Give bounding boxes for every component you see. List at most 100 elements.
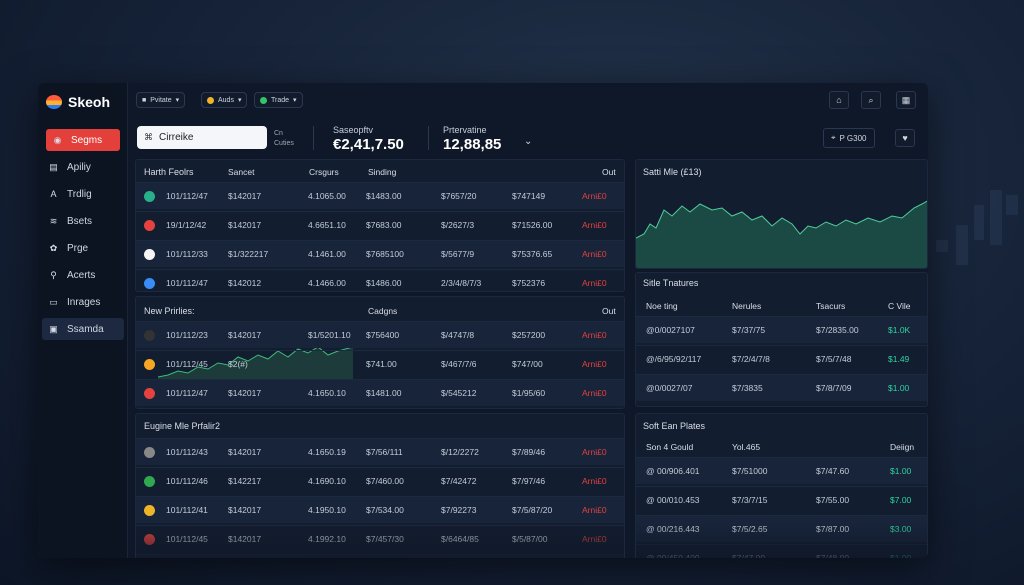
home-button[interactable]: ⌂ [829,91,849,109]
sidebar-item-2[interactable]: A Trdlig [42,183,124,205]
table-row[interactable]: @ 00/906.401 $7/51000 $7/47.60 $1.00 [636,457,927,484]
table-row[interactable]: @ 00/010.453 $7/3/7/15 $7/55.00 $7.00 [636,486,927,513]
sidebar-item-6[interactable]: ▭ Inrages [42,291,124,313]
coin-icon [144,220,155,231]
column-header: C Vile [888,301,911,311]
column-header: Crsgurs [309,167,339,177]
table-cell: $257200 [512,330,546,340]
table-cell: $142017 [228,220,262,230]
table-row[interactable]: @/6/95/92/117 $7/2/4/7/8 $7/5/7/48 $1.49 [636,345,927,372]
filter-pill-auds[interactable]: Auds ▾ [201,92,248,108]
table-row[interactable]: @ 00/216.443 $7/5/2.65 $7/87.00 $3.00 [636,515,927,542]
table-cell: Arni£0 [582,534,607,544]
table-row[interactable]: 101/112/33 $1/322217 4.1461.00 $7685100 $/56… [136,240,624,267]
sidebar-item-3[interactable]: ≋ Bsets [42,210,124,232]
table-row[interactable]: 101/112/47 $142012 4.1466.00 $1486.00 2/3/4/… [136,269,624,291]
table-cell: 4.1065.00 [308,191,346,201]
sidebar-item-7[interactable]: ▣ Ssamda [42,318,124,340]
soft-plates-panel: Soft Ean Plates Son 4 Gould Yol.465 Deii… [635,413,928,558]
table-row[interactable]: 101/112/45 $142017 4.1992.10 $7/457/30 $/646… [136,525,624,552]
search-button[interactable]: ⌕ [861,91,881,109]
app-name: Skeoh [68,94,111,110]
table-cell: @ 00/010.453 [646,495,700,505]
search-icon: ⌕ [868,94,874,105]
table-cell: $7/92273 [441,505,477,515]
filter-pill-private[interactable]: ■ Pvitate ▾ [136,92,186,108]
table-row[interactable]: 101/112/46 $142217 4.1690.10 $7/460.00 $7/42… [136,467,624,494]
coin-icon [144,359,155,370]
sidebar-item-label: Prge [67,242,89,254]
table-cell: Arni£0 [582,278,607,288]
table-row[interactable]: @ 00/450.400 $7/47.00 $7/48.00 $1.00 [636,544,927,558]
table-cell: $142217 [228,476,262,486]
sidebar-item-4[interactable]: ✿ Prge [42,237,124,259]
stat2-chevron-icon[interactable]: ⌄ [524,136,533,147]
table-row[interactable]: 19/1/12/42 $142017 4.6651.10 $7683.00 $/2627… [136,211,624,238]
sidebar-item-5[interactable]: ⚲ Acerts [42,264,124,286]
filter-pill-trade[interactable]: Trade ▾ [254,92,303,108]
table-row[interactable]: @0/0027/07 $7/3835 $7/8/7/09 $1.00 [636,374,927,401]
table-cell: 4.1690.10 [308,476,346,486]
table-cell: $71526.00 [512,220,553,230]
favorite-button[interactable]: ♥ [895,129,915,147]
area-chart [636,200,927,268]
table-cell: 19/1/12/42 [166,220,207,230]
table-cell: @0/0027107 [646,325,695,335]
table-row[interactable]: 101/112/47 $142017 4.1065.00 $1483.00 $7657/… [136,182,624,209]
panel-title: Sitle Tnatures [643,278,699,288]
assets-icon: ≋ [49,215,58,226]
table-cell: $1.00 [888,383,910,393]
column-header: Sancet [228,167,255,177]
table-cell: $142017 [228,447,262,457]
table-row[interactable]: 101/112/47 $142017 4.1650.10 $1481.00 $/5452… [136,379,624,406]
grid-button[interactable]: ▦ [896,91,916,109]
heart-icon: ♥ [902,133,908,143]
chevron-down-icon: ▾ [237,97,242,104]
table-cell: $747149 [512,191,546,201]
table-row[interactable]: 101/112/45$1420174.1950.10$7/865.00$/177… [136,554,624,558]
table-cell: 4.1466.00 [308,278,346,288]
table-cell: $1.0K [888,325,911,335]
table-cell: Arni£0 [582,330,607,340]
table-cell: $741.00 [366,359,397,369]
column-header: Yol.465 [732,442,761,452]
sidebar-item-1[interactable]: ▤ Apiliy [42,156,124,178]
app-logo[interactable]: Skeoh [46,94,110,110]
chevron-down-icon: ▾ [293,97,297,104]
table-cell: $1486.00 [366,278,402,288]
price-alert-button[interactable]: ⌖ P G300 [823,128,875,148]
table-row[interactable]: @0/0027107 $7/37/75 $7/2835.00 $1.0K [636,316,927,343]
table-cell: 4.1992.10 [308,534,346,544]
column-header: Out [602,306,616,316]
table-cell: 101/112/45 [166,359,208,369]
panel-title: Satti Mle (£13) [643,167,702,177]
table-cell: $7/42472 [441,476,477,486]
search-box[interactable]: ⌘ [137,126,267,149]
table-row[interactable]: 101/112/23 $142017 $1/5201.10 $756400 $/4747… [136,321,624,348]
table-row[interactable]: 101/112/41 $142017 4.1950.10 $7/534.00 $7/92… [136,496,624,523]
search-icon: ⌘ [144,132,153,142]
table-cell: $1483.00 [366,191,402,201]
column-header: Cadgns [368,306,398,316]
table-cell: $7/8/7/09 [816,383,852,393]
search-input[interactable] [157,131,257,144]
table-cell: Arni£0 [582,191,607,201]
coin-icon [144,249,155,260]
coin-icon [207,96,214,104]
sidebar-item-label: Ssamda [67,323,104,335]
table-cell: 101/112/47 [166,388,208,398]
table-cell: $7/55.00 [816,495,850,505]
table-cell: $/12/2272 [441,447,479,457]
table-cell: @ 00/216.443 [646,524,700,534]
table-row[interactable]: 101/112/45 $2(#) $741.00 $/467/7/6 $747/00 Ar… [136,350,624,377]
table-cell: $7/56/111 [366,447,403,457]
table-cell: $7.00 [890,495,912,505]
sidebar-nav: ◉ Segms ▤ Apiliy A Trdlig ≋ Bsets ✿ Prge ⚲ Acerts ▭ I… [38,129,128,345]
coin-icon [144,191,155,202]
sidebar: Skeoh ◉ Segms ▤ Apiliy A Trdlig ≋ Bsets ✿ Prge ⚲ Ac… [38,83,128,558]
wallet-icon: ■ [142,96,147,104]
sidebar-item-0[interactable]: ◉ Segms [46,129,120,151]
table-cell: 4.1650.10 [308,388,346,398]
table-cell: $7/87.00 [816,524,850,534]
table-row[interactable]: 101/112/43 $142017 4.1650.19 $7/56/111 $/12/… [136,438,624,465]
